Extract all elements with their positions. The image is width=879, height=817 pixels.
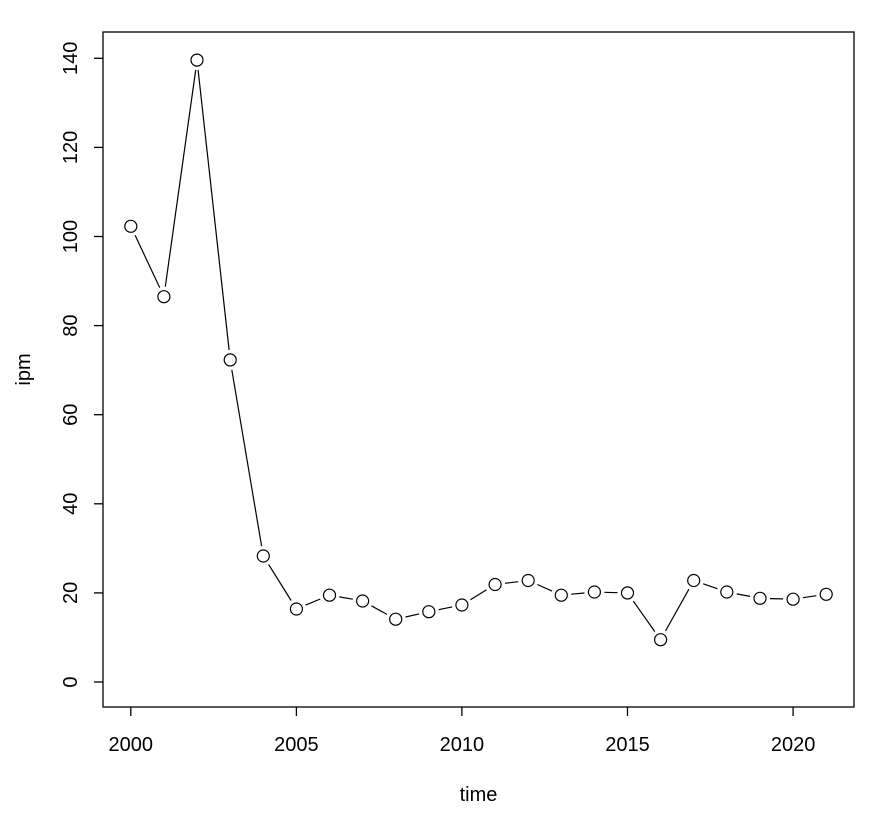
line-segment (632, 600, 656, 632)
line-segment (231, 369, 263, 547)
line-segment (134, 235, 161, 288)
line-segment (736, 593, 751, 597)
data-point (455, 598, 469, 612)
data-point (488, 577, 502, 592)
line-segment (305, 598, 321, 606)
line-segment (537, 583, 553, 592)
line-segment (802, 595, 817, 599)
line-segment (268, 564, 292, 601)
data-point (753, 591, 767, 605)
x-tick-label: 2000 (109, 734, 154, 756)
data-point (157, 290, 171, 304)
data-point (521, 573, 535, 588)
line-segment (571, 592, 585, 595)
data-point (587, 585, 602, 599)
x-tick-label: 2020 (771, 734, 816, 756)
data-point (322, 588, 337, 602)
data-point (389, 612, 403, 626)
data-point (289, 602, 303, 616)
line-segment (339, 596, 353, 600)
y-axis-title: ipm (13, 353, 35, 385)
data-point (223, 353, 237, 367)
x-tick-label: 2005 (274, 734, 319, 756)
data-point (124, 219, 138, 233)
line-segment (438, 606, 453, 611)
x-axis-title: time (460, 784, 498, 806)
data-point (356, 594, 370, 608)
y-tick-label: 100 (60, 220, 82, 253)
data-point (819, 587, 833, 601)
data-point (653, 633, 668, 647)
line-segment (664, 588, 690, 632)
y-tick-label: 60 (60, 404, 82, 426)
line-segment (371, 605, 388, 615)
x-tick-label: 2015 (605, 734, 650, 756)
data-point (422, 605, 436, 619)
y-tick-label: 0 (60, 676, 82, 687)
line-segment (164, 69, 197, 287)
line-segment (405, 613, 420, 618)
x-tick-label: 2010 (440, 734, 485, 756)
data-point (687, 573, 701, 588)
y-tick-label: 20 (60, 582, 82, 604)
line-segment (197, 69, 230, 351)
y-tick-label: 140 (60, 42, 82, 75)
data-point (554, 588, 568, 602)
y-tick-label: 40 (60, 493, 82, 515)
data-point (256, 549, 270, 563)
plot-box (102, 31, 855, 708)
data-point (620, 586, 635, 600)
y-tick-label: 80 (60, 314, 82, 336)
line-segment (470, 589, 487, 601)
data-point (786, 592, 800, 606)
line-segment (703, 583, 718, 590)
y-tick-label: 120 (60, 131, 82, 164)
data-point (720, 585, 734, 599)
line-segment (504, 581, 519, 584)
data-point (190, 53, 204, 67)
